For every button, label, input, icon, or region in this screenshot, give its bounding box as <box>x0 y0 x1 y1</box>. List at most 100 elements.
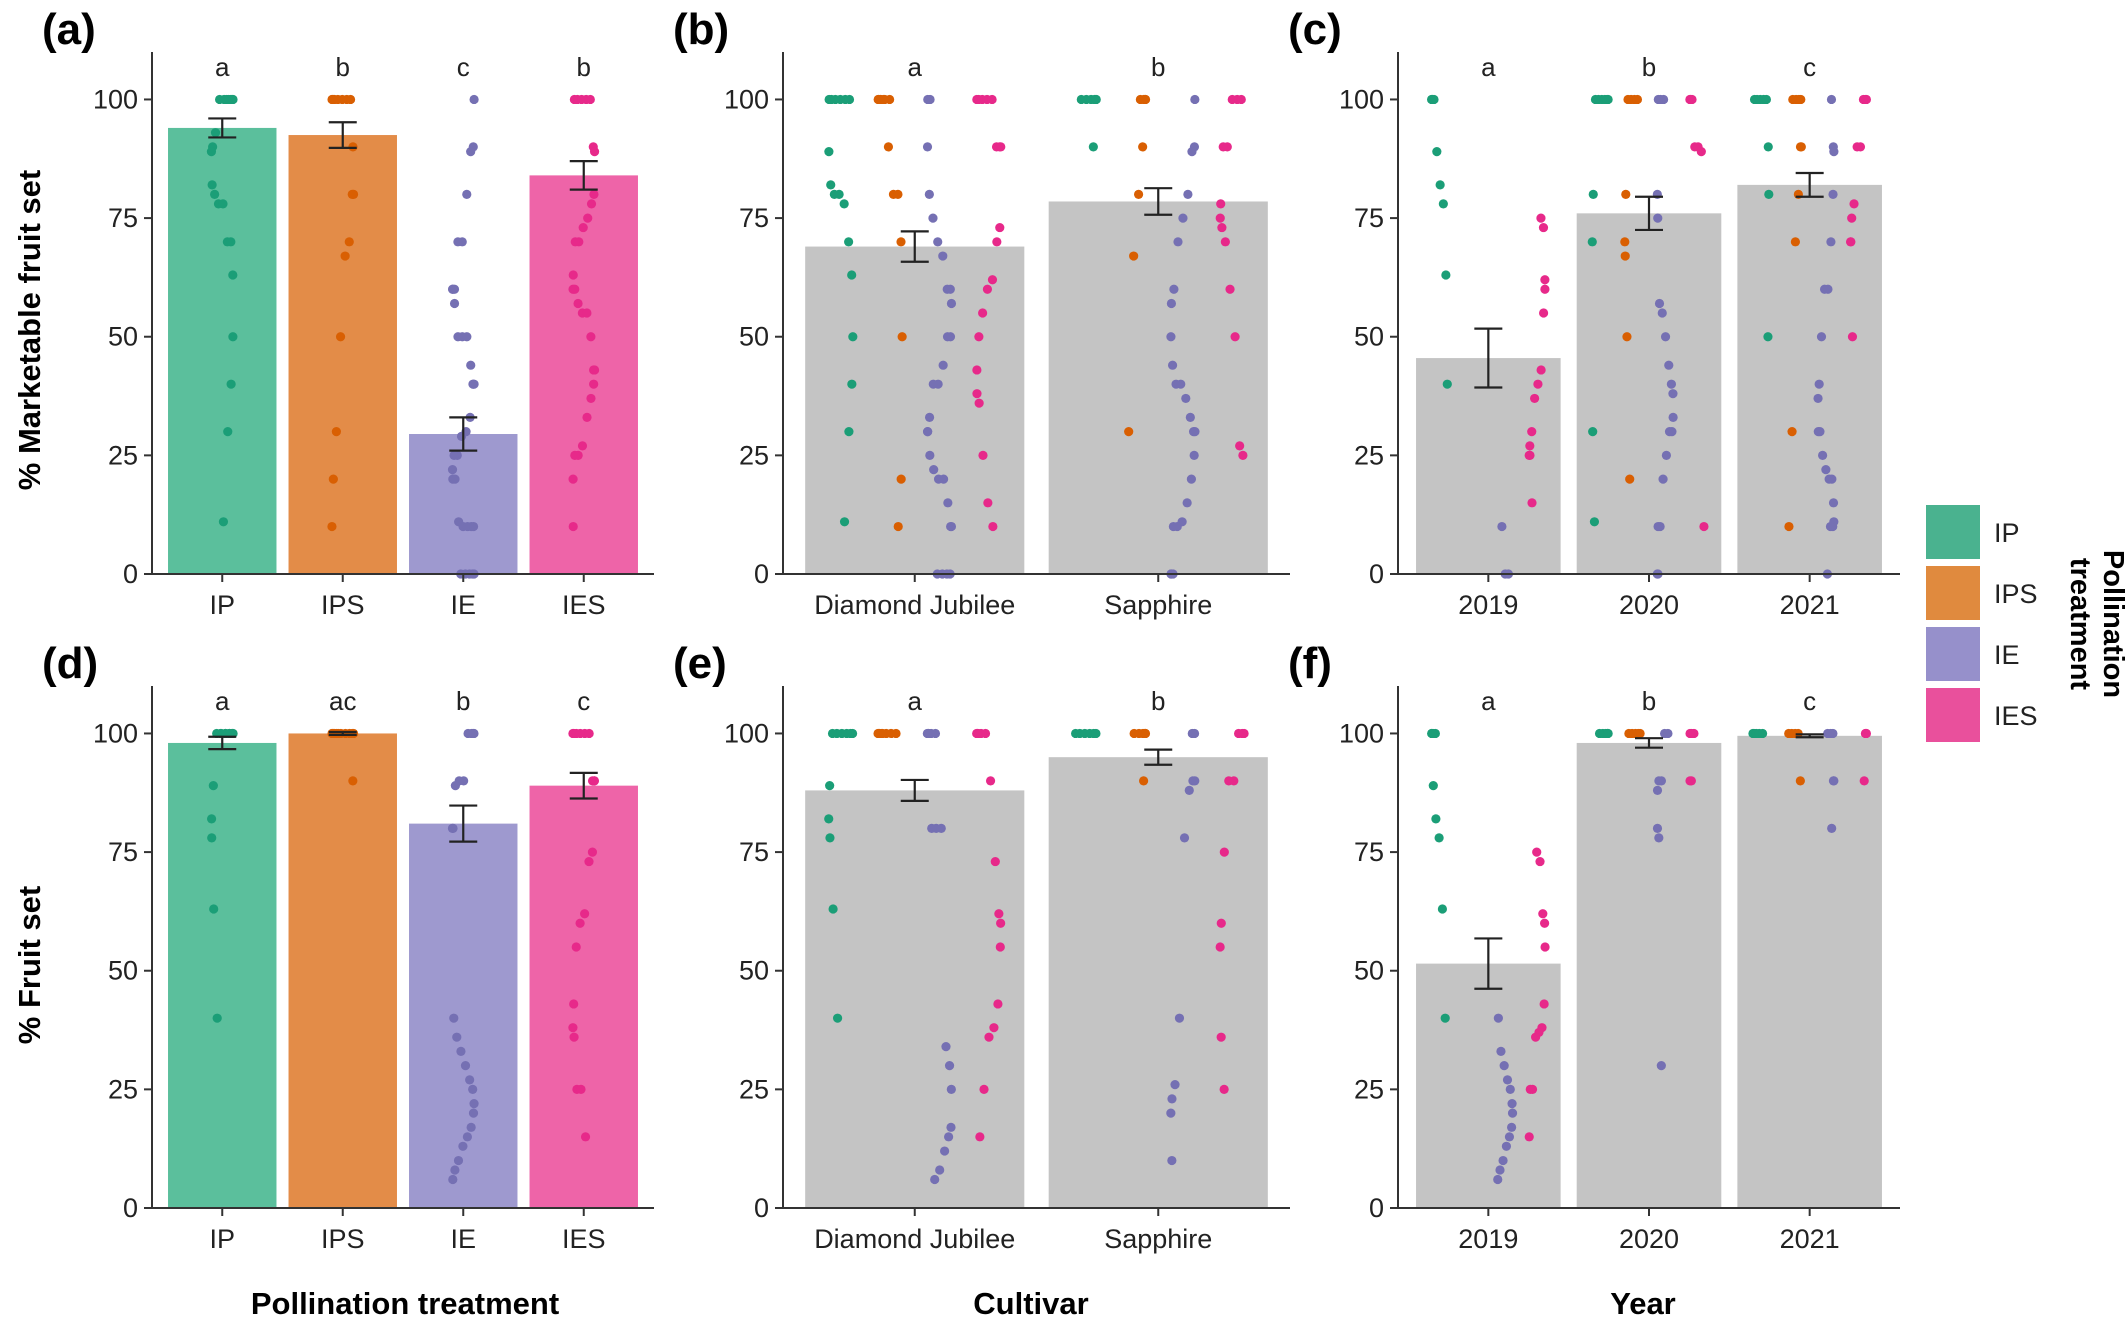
panel-a-point-ies <box>589 189 599 199</box>
panel-d-point-ies <box>589 776 599 786</box>
panel-a-point-ies <box>589 147 600 157</box>
panel-d-point-ies <box>584 856 594 867</box>
panel-e-point-diamond-jubilee <box>979 1084 989 1094</box>
panel-c-point-2021 <box>1787 427 1797 437</box>
panel-a-point-ip <box>215 94 225 105</box>
panel-a-ytick-label: 50 <box>108 322 138 352</box>
panel-d-point-ie <box>460 1061 471 1071</box>
panel-c-significance-letter: a <box>1481 52 1496 82</box>
panel-b-point-diamond-jubilee <box>847 379 857 389</box>
panel-f-ytick-label: 50 <box>1354 956 1384 986</box>
panel-d-point-ies <box>576 1084 586 1094</box>
panel-d-point-ips <box>348 776 358 786</box>
panel-c-point-2019 <box>1536 213 1546 223</box>
panel-f-point-2021 <box>1827 823 1837 833</box>
panel-a-point-ies <box>589 365 600 375</box>
panel-b-point-sapphire <box>1091 94 1101 105</box>
panel-f-point-2019 <box>1493 1174 1503 1185</box>
panel-f-point-2019 <box>1498 1155 1508 1166</box>
panel-d-point-ies <box>587 847 598 857</box>
panel-e-point-diamond-jubilee <box>946 1084 956 1094</box>
panel-d: 0 25 50 75 100 IP IPS IE IES a ac b c (d) <box>42 639 654 1254</box>
panel-b-point-sapphire <box>1169 284 1179 294</box>
panel-f-point-2020 <box>1685 728 1695 739</box>
panel-a-point-ie <box>469 94 479 105</box>
panel-b-point-diamond-jubilee <box>924 412 935 422</box>
panel-e-point-diamond-jubilee <box>946 1122 956 1132</box>
panel-f-point-2019 <box>1524 1132 1534 1142</box>
panel-c-point-2019 <box>1442 379 1452 389</box>
x-axis-title-year: Year <box>1610 1286 1676 1321</box>
panel-d-xtick-label: IES <box>562 1224 606 1254</box>
panel-e-point-sapphire <box>1184 785 1194 796</box>
legend-label-ies: IES <box>1994 701 2038 731</box>
panel-b-point-sapphire <box>1133 189 1144 199</box>
panel-c-point-2020 <box>1696 147 1706 157</box>
panel-c-point-2019 <box>1435 180 1445 190</box>
panel-a-point-ip <box>210 128 221 138</box>
panel-c-point-2020 <box>1588 427 1598 437</box>
panel-b-point-diamond-jubilee <box>938 474 949 484</box>
panel-f-point-2019 <box>1505 1084 1515 1094</box>
panel-c-point-2021 <box>1847 213 1857 223</box>
panel-e-point-sapphire <box>1140 728 1151 739</box>
panel-b-ytick-label: 75 <box>739 203 769 233</box>
panel-e-ytick-label: 75 <box>739 837 769 867</box>
panel-b-point-diamond-jubilee <box>992 237 1002 247</box>
panel-f-point-2019 <box>1440 1013 1450 1023</box>
panel-f-point-2021 <box>1861 728 1871 739</box>
panel-e-ytick-label: 100 <box>724 718 769 748</box>
panel-f-point-2020 <box>1652 785 1663 796</box>
panel-c-point-2019 <box>1525 441 1535 451</box>
legend-swatch-ies <box>1926 688 1980 742</box>
panel-d-label: (d) <box>42 639 98 688</box>
panel-b-ytick-label: 25 <box>739 440 769 470</box>
panel-b-point-diamond-jubilee <box>896 237 906 247</box>
panel-c-ytick-label: 50 <box>1354 322 1384 352</box>
panel-b-point-diamond-jubilee <box>928 379 938 389</box>
panel-f-xtick-label: 2021 <box>1780 1224 1840 1254</box>
panel-d-point-ie <box>450 1165 460 1175</box>
panel-f-point-2020 <box>1660 728 1670 739</box>
panel-b-point-diamond-jubilee <box>844 237 854 247</box>
panel-d-point-ie <box>453 1155 464 1166</box>
panel-b-point-sapphire <box>1215 213 1225 223</box>
panel-c-point-2020 <box>1668 412 1678 422</box>
panel-b-point-sapphire <box>1238 450 1248 460</box>
panel-d-xtick-label: IP <box>209 1224 235 1254</box>
panel-c-point-2020 <box>1587 237 1597 247</box>
panel-e: 0 25 50 75 100 Diamond Jubilee Sapphire a b (e) <box>673 639 1290 1254</box>
panel-a-point-ie <box>462 189 472 199</box>
panel-e-point-diamond-jubilee <box>996 918 1006 928</box>
panel-c-point-2020 <box>1687 94 1697 105</box>
panel-b-point-sapphire <box>1166 332 1176 342</box>
panel-e-point-sapphire <box>1091 728 1101 739</box>
panel-e-point-diamond-jubilee <box>985 776 996 786</box>
panel-e-point-diamond-jubilee <box>825 781 835 791</box>
panel-e-point-sapphire <box>1174 1013 1185 1023</box>
panel-c-point-2021 <box>1784 521 1794 532</box>
panel-d-point-ies <box>569 1032 579 1042</box>
panel-a-point-ie <box>466 147 476 157</box>
panel-b-significance-letter: a <box>908 52 923 82</box>
panel-b-label: (b) <box>673 5 729 54</box>
panel-a-bar-ies <box>529 175 638 574</box>
panel-f-ytick-label: 100 <box>1339 718 1384 748</box>
panel-c-point-2021 <box>1763 142 1773 152</box>
panel-a-point-ies <box>586 393 596 404</box>
panel-c-point-2020 <box>1620 251 1630 261</box>
panel-d-bar-ips <box>288 733 397 1208</box>
panel-e-ytick-label: 25 <box>739 1074 769 1104</box>
panel-b-point-diamond-jubilee <box>844 427 854 437</box>
panel-e-point-sapphire <box>1167 1094 1177 1104</box>
panel-b-point-sapphire <box>1178 213 1188 223</box>
panel-c-point-2019 <box>1441 270 1451 280</box>
panel-d-point-ies <box>575 918 585 928</box>
panel-f-point-2020 <box>1686 776 1696 786</box>
panel-d-point-ip <box>207 833 217 843</box>
panel-f-point-2021 <box>1795 776 1805 786</box>
panel-f-point-2019 <box>1539 918 1550 928</box>
panel-d-point-ips <box>348 728 359 739</box>
panel-d-point-ie <box>468 1084 478 1094</box>
panel-e-point-diamond-jubilee <box>827 728 838 739</box>
